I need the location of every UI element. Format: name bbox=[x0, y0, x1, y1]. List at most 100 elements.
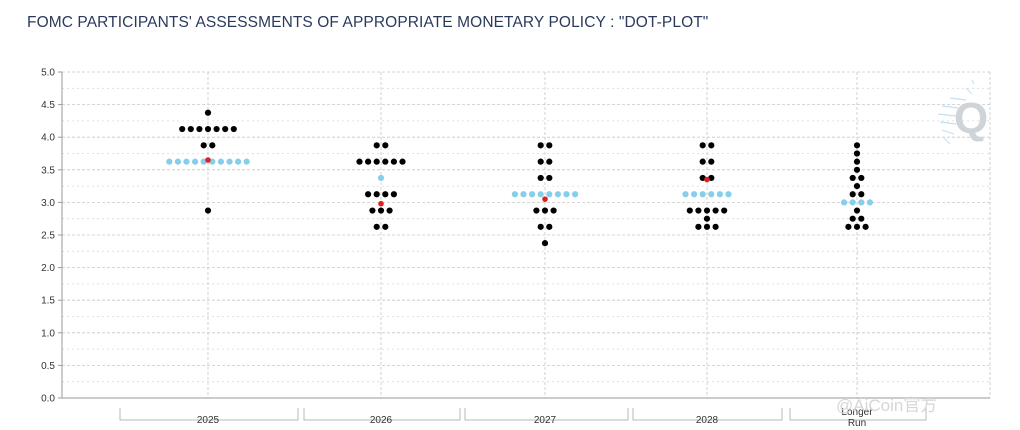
y-tick-label: 4.5 bbox=[41, 100, 55, 111]
participant-dot bbox=[537, 174, 544, 182]
y-tick-label: 3.0 bbox=[41, 198, 55, 209]
participant-dot bbox=[853, 142, 861, 149]
participant-dot bbox=[541, 207, 549, 214]
median-dot bbox=[572, 191, 579, 198]
participant-dot bbox=[356, 158, 363, 165]
participant-dot bbox=[213, 125, 220, 133]
participant-dot bbox=[853, 207, 861, 214]
median-dot bbox=[183, 158, 190, 165]
participant-dot bbox=[179, 125, 186, 133]
axis-layer: 0.0 0.5 1.0 1.5 2.0 2.5 3.0 3.5 4.0 4.5 5.0 2025 202… bbox=[41, 68, 990, 429]
y-tick-label: 1.5 bbox=[41, 296, 55, 307]
median-dot bbox=[849, 199, 856, 206]
participant-dot bbox=[382, 223, 389, 230]
participant-dot bbox=[845, 223, 852, 230]
participant-dot bbox=[533, 207, 540, 214]
x-tick-label: 2025 bbox=[197, 415, 220, 426]
x-category-bracket bbox=[119, 408, 299, 421]
participant-dot bbox=[699, 142, 706, 149]
participant-dot bbox=[708, 158, 715, 165]
x-tick-label: Longer Run bbox=[841, 407, 873, 429]
y-tick-label: 1.0 bbox=[41, 328, 55, 339]
x-tick-label: 2027 bbox=[534, 415, 557, 426]
participant-dot bbox=[695, 223, 702, 230]
participant-dot bbox=[862, 223, 869, 230]
participant-dot bbox=[200, 142, 207, 149]
participant-dot bbox=[382, 191, 389, 198]
median-dot bbox=[716, 191, 724, 198]
participant-dot bbox=[209, 142, 216, 149]
grid-layer bbox=[62, 71, 991, 399]
y-tick-label: 4.0 bbox=[41, 133, 55, 144]
x-category-bracket bbox=[789, 408, 927, 421]
median-dot bbox=[546, 191, 553, 198]
median-dot bbox=[511, 191, 518, 198]
participant-dot bbox=[703, 215, 711, 222]
median-dot bbox=[682, 191, 689, 198]
participant-dot bbox=[853, 150, 861, 157]
participant-dot bbox=[204, 207, 212, 214]
participant-dot bbox=[204, 109, 212, 116]
participant-dot bbox=[695, 207, 702, 214]
participant-dot bbox=[399, 158, 406, 165]
participant-dot bbox=[373, 191, 380, 198]
y-tick-label: 3.5 bbox=[41, 165, 55, 176]
y-tick-label: 0.5 bbox=[41, 361, 55, 372]
x-tick-label: 2026 bbox=[370, 415, 393, 426]
dots-layer bbox=[166, 109, 874, 247]
participant-dot bbox=[712, 207, 719, 214]
participant-dot bbox=[369, 207, 376, 214]
participant-dot bbox=[196, 125, 203, 133]
participant-dot bbox=[721, 207, 728, 214]
participant-dot bbox=[537, 223, 544, 230]
participant-dot bbox=[849, 174, 856, 182]
participant-dot bbox=[699, 158, 706, 165]
participant-dot bbox=[546, 142, 553, 149]
median-dot bbox=[235, 158, 242, 165]
participant-dot bbox=[373, 223, 380, 230]
participant-dot bbox=[550, 207, 557, 214]
participant-dot bbox=[365, 191, 372, 198]
median-dot bbox=[563, 191, 570, 198]
red-marker-dot bbox=[205, 157, 211, 163]
participant-dot bbox=[222, 125, 229, 133]
participant-dot bbox=[377, 207, 385, 214]
x-category-bracket bbox=[632, 408, 783, 421]
median-dot bbox=[858, 199, 865, 206]
participant-dot bbox=[853, 183, 861, 190]
x-category-bracket bbox=[303, 408, 461, 421]
participant-dot bbox=[703, 223, 711, 230]
q-logo: Q bbox=[936, 78, 996, 148]
participant-dot bbox=[382, 142, 389, 149]
participant-dot bbox=[853, 166, 861, 173]
participant-dot bbox=[187, 125, 194, 133]
participant-dot bbox=[365, 158, 372, 165]
participant-dot bbox=[858, 174, 865, 182]
median-dot bbox=[226, 158, 233, 165]
median-dot bbox=[866, 199, 874, 206]
median-dot bbox=[192, 158, 199, 165]
x-category-bracket bbox=[464, 408, 629, 421]
median-dot bbox=[841, 199, 848, 206]
median-dot bbox=[529, 191, 536, 198]
participant-dot bbox=[546, 158, 553, 165]
x-tick-label: 2028 bbox=[696, 415, 719, 426]
median-dot bbox=[708, 191, 715, 198]
participant-dot bbox=[712, 223, 719, 230]
participant-dot bbox=[708, 142, 715, 149]
participant-dot bbox=[853, 158, 861, 165]
y-tick-label: 2.0 bbox=[41, 263, 55, 274]
logo-letter: Q bbox=[954, 94, 988, 143]
median-dot bbox=[243, 158, 250, 165]
participant-dot bbox=[537, 142, 544, 149]
red-marker-dot bbox=[378, 200, 384, 207]
participant-dot bbox=[541, 240, 549, 247]
participant-dot bbox=[546, 223, 553, 230]
median-dot bbox=[166, 158, 173, 165]
median-dot bbox=[377, 174, 385, 182]
participant-dot bbox=[537, 158, 544, 165]
red-marker-dot bbox=[704, 176, 710, 183]
median-dot bbox=[725, 191, 732, 198]
participant-dot bbox=[382, 158, 389, 165]
median-dot bbox=[537, 191, 544, 198]
